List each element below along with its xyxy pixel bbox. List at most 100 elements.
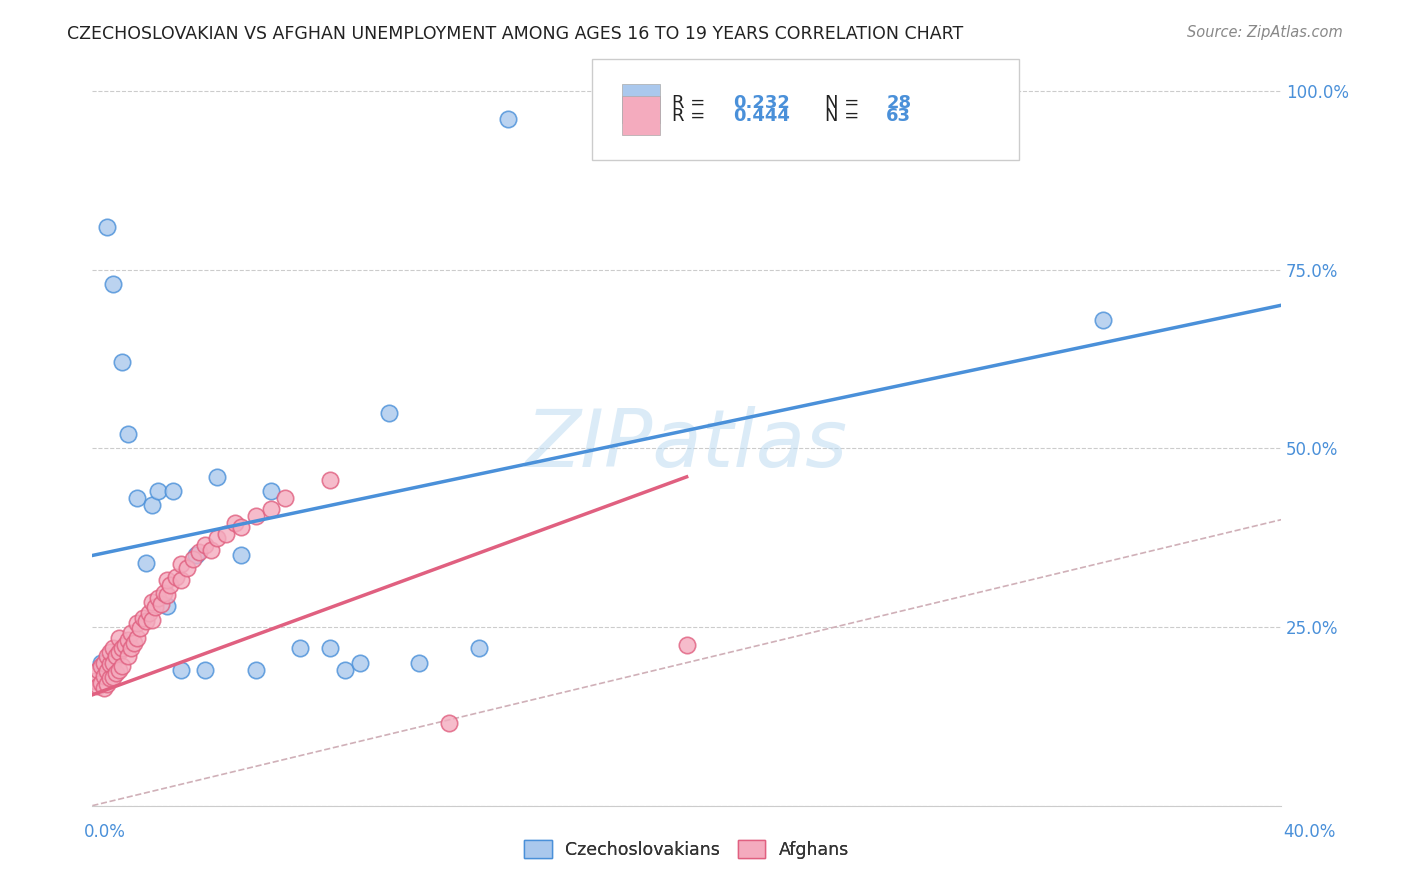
Point	[96, 219, 118, 234]
Point	[135, 556, 157, 570]
Point	[117, 648, 139, 663]
Point	[194, 538, 217, 552]
Point	[675, 638, 697, 652]
Point	[319, 641, 342, 656]
Point	[675, 112, 697, 127]
Point	[105, 666, 128, 681]
Point	[125, 616, 148, 631]
Point	[170, 574, 193, 588]
Point	[87, 663, 110, 677]
Point	[138, 606, 160, 620]
Point	[152, 585, 174, 599]
Point	[101, 277, 124, 291]
Point	[108, 663, 131, 677]
Point	[159, 578, 181, 592]
Point	[87, 679, 110, 693]
Point	[183, 552, 205, 566]
Point	[194, 663, 217, 677]
Point	[120, 625, 142, 640]
FancyBboxPatch shape	[623, 84, 661, 123]
Point	[108, 645, 131, 659]
FancyBboxPatch shape	[623, 96, 661, 136]
Point	[437, 716, 460, 731]
Point	[101, 670, 124, 684]
Text: R =: R =	[672, 95, 711, 112]
Point	[96, 665, 118, 679]
Point	[111, 659, 134, 673]
Point	[98, 672, 121, 686]
Point	[101, 656, 124, 670]
Point	[120, 641, 142, 656]
Point	[114, 638, 136, 652]
Text: N =: N =	[824, 107, 865, 125]
Point	[93, 668, 115, 682]
Point	[93, 656, 115, 670]
Point	[84, 673, 107, 688]
Text: 0.232: 0.232	[733, 95, 790, 112]
Point	[141, 595, 163, 609]
Point	[259, 502, 281, 516]
Point	[146, 591, 169, 606]
Point	[149, 597, 172, 611]
Point	[162, 484, 184, 499]
Point	[125, 631, 148, 645]
Text: Source: ZipAtlas.com: Source: ZipAtlas.com	[1187, 25, 1343, 40]
Point	[170, 663, 193, 677]
Point	[122, 635, 145, 649]
Text: CZECHOSLOVAKIAN VS AFGHAN UNEMPLOYMENT AMONG AGES 16 TO 19 YEARS CORRELATION CHA: CZECHOSLOVAKIAN VS AFGHAN UNEMPLOYMENT A…	[67, 25, 963, 43]
Point	[125, 491, 148, 506]
Point	[205, 531, 228, 545]
Point	[215, 527, 238, 541]
Point	[333, 663, 356, 677]
Point	[96, 677, 118, 691]
Text: 40.0%: 40.0%	[1284, 822, 1336, 840]
Point	[319, 474, 342, 488]
Point	[93, 681, 115, 695]
Point	[290, 641, 312, 656]
Point	[176, 561, 198, 575]
Point	[229, 549, 252, 563]
Legend: Czechoslovakians, Afghans: Czechoslovakians, Afghans	[517, 833, 856, 866]
Point	[165, 570, 187, 584]
Point	[117, 632, 139, 647]
Point	[1091, 312, 1114, 326]
Point	[498, 112, 520, 127]
Point	[117, 427, 139, 442]
Point	[378, 405, 401, 419]
Point	[229, 520, 252, 534]
Point	[108, 631, 131, 645]
Point	[274, 491, 297, 506]
Text: N =: N =	[824, 95, 865, 112]
Point	[146, 484, 169, 499]
Text: 63: 63	[886, 107, 911, 125]
Point	[128, 621, 150, 635]
Text: R =: R =	[672, 107, 711, 125]
Point	[90, 675, 112, 690]
Point	[224, 516, 246, 531]
Point	[141, 499, 163, 513]
Point	[259, 484, 281, 499]
Point	[200, 542, 222, 557]
Point	[245, 663, 267, 677]
Point	[90, 659, 112, 673]
Point	[156, 588, 179, 602]
Point	[156, 574, 179, 588]
Point	[186, 549, 208, 563]
Point	[101, 641, 124, 656]
Point	[170, 557, 193, 571]
FancyBboxPatch shape	[592, 59, 1019, 161]
Point	[408, 656, 430, 670]
Point	[143, 599, 166, 614]
Text: 0.0%: 0.0%	[84, 822, 127, 840]
Text: 28: 28	[886, 95, 911, 112]
Text: ZIPatlas: ZIPatlas	[526, 407, 848, 484]
Point	[245, 509, 267, 524]
Point	[96, 648, 118, 663]
Point	[105, 648, 128, 663]
Point	[349, 656, 371, 670]
Point	[132, 611, 155, 625]
Point	[98, 657, 121, 672]
Point	[467, 641, 489, 656]
Point	[98, 645, 121, 659]
Point	[205, 470, 228, 484]
